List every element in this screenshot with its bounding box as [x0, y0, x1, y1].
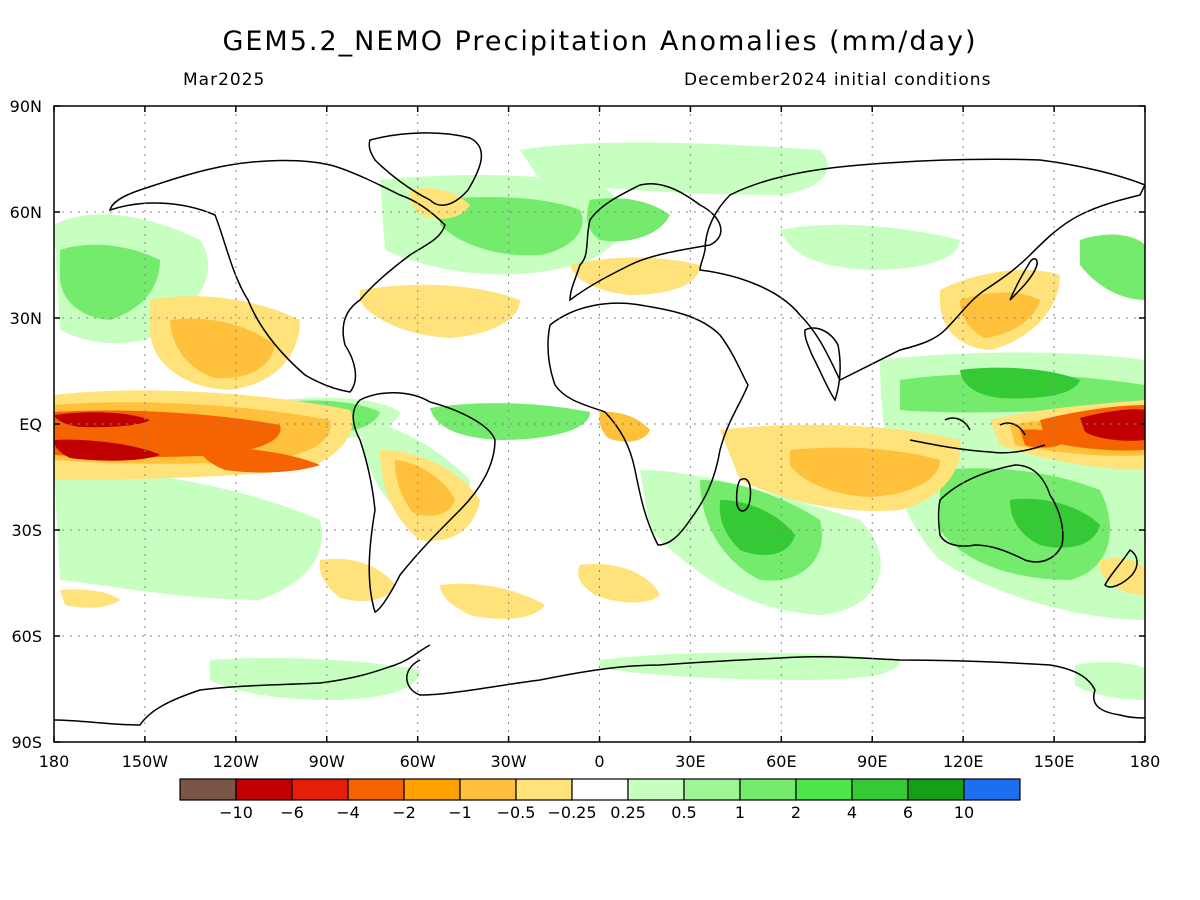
colorbar-tick-label: −4 [336, 803, 360, 822]
lon-tick-label: 0 [594, 752, 604, 771]
colorbar-tick-label: −6 [280, 803, 304, 822]
colorbar-swatch [403, 778, 461, 801]
coastline-india [804, 327, 841, 402]
colorbar-tick-label: 0.5 [671, 803, 696, 822]
latitude-axis: 90N 60N 30N EQ 30S 60S 90S [10, 97, 1145, 752]
lat-tick-label: EQ [19, 415, 42, 434]
lon-tick-label: 150E [1034, 752, 1075, 771]
colorbar-legend: −10 −6 −4 −2 −1 −0.5 −0.25 0.25 0.5 1 2 4 6 10 [179, 778, 1021, 822]
coastline-japan [1009, 258, 1038, 301]
lon-tick-label: 30W [490, 752, 526, 771]
colorbar-swatch [347, 778, 405, 801]
colorbar-tick-label: 2 [791, 803, 801, 822]
coastline-madagascar [735, 478, 752, 512]
lon-tick-label: 30E [675, 752, 705, 771]
coastline-north-america [108, 159, 446, 393]
coastline-south-america [352, 392, 496, 613]
lat-tick-label: 30N [10, 309, 42, 328]
colorbar-swatch [739, 778, 797, 801]
colorbar-tick-label: 1 [735, 803, 745, 822]
lat-tick-label: 60S [11, 627, 42, 646]
lon-tick-label: 180 [1130, 752, 1161, 771]
lon-tick-label: 90W [309, 752, 345, 771]
colorbar-tick-label: −1 [448, 803, 472, 822]
coastline-new-zealand [1104, 548, 1138, 588]
colorbar-swatch [795, 778, 853, 801]
colorbar-tick-label: −0.5 [497, 803, 536, 822]
lon-tick-label: 60E [766, 752, 796, 771]
colorbar-swatch [963, 778, 1021, 801]
lon-tick-label: 120W [213, 752, 260, 771]
lon-tick-label: 180 [39, 752, 70, 771]
colorbar-tick-label: −0.25 [547, 803, 596, 822]
lat-tick-label: 30S [11, 521, 42, 540]
lon-tick-label: 90E [857, 752, 887, 771]
coastline-australia [937, 464, 1064, 563]
colorbar-swatch [235, 778, 293, 801]
coastline-greenland [368, 132, 483, 206]
forecast-month: Mar2025 [183, 70, 266, 90]
lon-tick-label: 60W [400, 752, 436, 771]
longitude-axis: 180 150W 120W 90W 60W 30W 0 30E 60E 90E 120E 150E 18… [39, 106, 1161, 771]
colorbar-tick-label: −2 [392, 803, 416, 822]
colorbar-tick-label: 6 [903, 803, 913, 822]
colorbar-swatch [459, 778, 517, 801]
colorbar-swatch [851, 778, 909, 801]
graticule-grid [54, 106, 1145, 742]
coastlines [54, 132, 1145, 726]
colorbar-tick-label: 0.25 [610, 803, 646, 822]
coastline-antarctica [54, 644, 1145, 726]
colorbar-swatch [515, 778, 573, 801]
colorbar-tick-label: −10 [219, 803, 253, 822]
lon-tick-label: 120E [943, 752, 984, 771]
lat-tick-label: 90N [10, 97, 42, 116]
lon-tick-label: 150W [122, 752, 169, 771]
wet-strong-regions [719, 367, 1100, 555]
colorbar-swatch [179, 778, 237, 801]
map-title: GEM5.2_NEMO Precipitation Anomalies (mm/… [222, 26, 978, 57]
colorbar-swatch [291, 778, 349, 801]
colorbar-swatch [683, 778, 741, 801]
initial-conditions: December2024 initial conditions [684, 70, 992, 90]
coastline-africa [547, 302, 749, 546]
lat-tick-label: 60N [10, 203, 42, 222]
colorbar-swatch [627, 778, 685, 801]
lat-tick-label: 90S [11, 733, 42, 752]
colorbar-swatch [907, 778, 965, 801]
colorbar-swatch [571, 778, 629, 801]
colorbar-tick-label: 4 [847, 803, 857, 822]
colorbar-tick-label: 10 [954, 803, 974, 822]
